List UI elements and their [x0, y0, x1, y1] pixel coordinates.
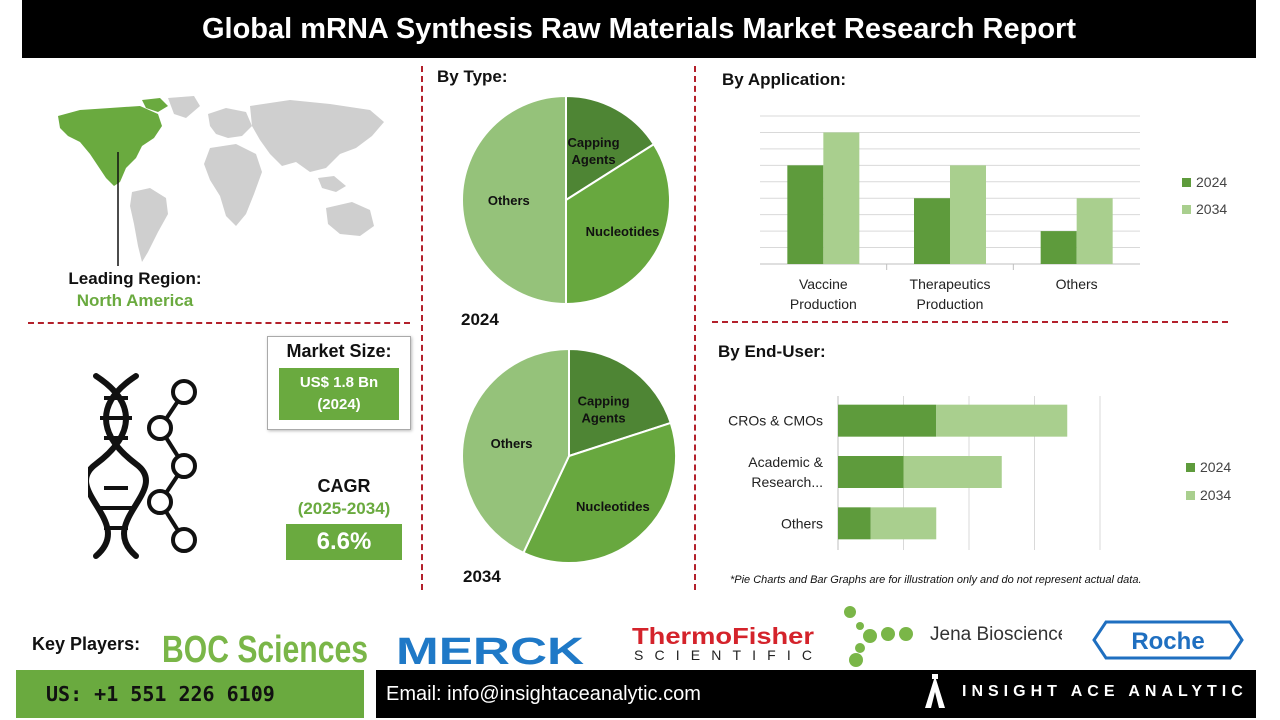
divider-charts [712, 321, 1228, 323]
legend-label-2024: 2024 [1200, 459, 1231, 475]
email-contact[interactable]: Email: info@insightaceanalytic.com [376, 670, 1256, 718]
pie-year-2024: 2024 [461, 310, 499, 329]
divider-region [28, 322, 410, 324]
divider-left [421, 66, 423, 590]
category-label: CROs & CMOs [728, 413, 823, 429]
phone-number[interactable]: US: +1 551 226 6109 [16, 670, 364, 718]
cagr-label: CAGR [317, 476, 371, 496]
dna-icon [88, 373, 197, 559]
bar-2034-others [870, 507, 937, 540]
thermofisher-logo: ThermoFisher SCIENTIFIC [632, 623, 814, 663]
pie-year-2034: 2034 [463, 567, 501, 586]
pie-label-others: Others [491, 436, 533, 451]
jena-bioscience-logo: Jena Bioscience [844, 606, 1062, 667]
boc-sciences-logo: BOC Sciences [162, 629, 368, 668]
boc-logo-text: BOC Sciences [162, 629, 368, 668]
legend-swatch-2024 [1186, 463, 1195, 472]
bar-2024-academic-research- [838, 456, 904, 488]
region-panel: Leading Region: North America [30, 268, 240, 312]
pie-label-capping-agents: Capping Agents [568, 135, 620, 167]
pie-label-nucleotides: Nucleotides [586, 224, 660, 239]
merck-logo-text: MERCK [396, 631, 585, 670]
merck-logo: MERCK [396, 631, 585, 670]
bar-2034-cros-cmos [936, 404, 1068, 437]
brand-name: INSIGHT ACE ANALYTIC [962, 683, 1248, 700]
roche-logo-text: Roche [1131, 628, 1204, 655]
bar-2024-others [838, 507, 871, 540]
market-size-amount: US$ 1.8 Bn [299, 374, 379, 391]
bar-2034-others [1076, 198, 1113, 264]
pie-slice-nucleotides [565, 142, 671, 306]
pie-slice-capping-agents [568, 347, 673, 458]
legend-label-2034: 2034 [1196, 201, 1227, 217]
pie-slice-others [461, 347, 570, 555]
page-title: Global mRNA Synthesis Raw Materials Mark… [22, 0, 1256, 58]
category-label: Therapeutics Production [910, 276, 991, 312]
legend-label-2024: 2024 [1196, 174, 1227, 190]
disclaimer-note: *Pie Charts and Bar Graphs are for illus… [730, 574, 1142, 586]
bar-2024-cros-cmos [838, 404, 937, 437]
bar-2034-academic-research- [903, 456, 1002, 488]
pie-chart-2034: Capping Agents Nucleotides Others [461, 347, 677, 564]
application-bar-chart: Vaccine Production Therapeutics Production O… [760, 115, 1227, 312]
world-map-icon [58, 96, 384, 266]
market-size-year: (2024) [317, 396, 361, 413]
pie-label-others: Others [488, 193, 530, 208]
divider-right [694, 66, 696, 590]
region-value: North America [76, 291, 194, 310]
pie-slice-nucleotides [522, 421, 677, 564]
key-players-label: Key Players: [32, 634, 141, 654]
category-label: Vaccine Production [790, 276, 857, 312]
market-size-card: Market Size: US$ 1.8 Bn (2024) [267, 336, 411, 430]
end-user-bar-chart: CROs & CMOs Academic & Research... Others 20… [728, 396, 1231, 550]
pie-slice-capping-agents [565, 94, 656, 202]
bar-2024-vaccine-production [787, 165, 824, 264]
market-size-value: US$ 1.8 Bn (2024) [279, 368, 399, 420]
by-type-label: By Type: [437, 67, 508, 86]
roche-logo: Roche [1092, 620, 1244, 660]
bar-2034-therapeutics-production [950, 165, 986, 264]
thermofisher-logo-text: ThermoFisher [632, 623, 814, 649]
pie-slice-others [461, 94, 567, 306]
legend-swatch-2024 [1182, 178, 1191, 187]
legend-swatch-2034 [1186, 491, 1195, 500]
category-label: Academic & Research... [748, 454, 823, 490]
cagr-value: 6.6% [286, 524, 402, 560]
cagr-period: (2025-2034) [297, 499, 391, 518]
pie-chart-2024: Capping Agents Nucleotides Others [461, 94, 671, 306]
bar-2034-vaccine-production [823, 132, 860, 264]
region-label: Leading Region: [68, 269, 202, 288]
pie-label-capping-agents: Capping Agents [578, 393, 630, 425]
bar-2024-therapeutics-production [914, 198, 950, 264]
brand-logo-icon [925, 674, 945, 708]
market-size-label: Market Size: [286, 341, 392, 361]
legend-label-2034: 2034 [1200, 487, 1231, 503]
category-label: Others [1056, 276, 1098, 292]
pie-label-nucleotides: Nucleotides [576, 499, 650, 514]
by-end-user-label: By End-User: [718, 342, 826, 361]
bar-2024-others [1040, 231, 1077, 264]
by-application-label: By Application: [722, 70, 847, 89]
legend-swatch-2034 [1182, 205, 1191, 214]
scientific-logo-text: SCIENTIFIC [634, 647, 812, 663]
category-label: Others [781, 515, 823, 531]
jena-logo-text: Jena Bioscience [930, 624, 1062, 645]
